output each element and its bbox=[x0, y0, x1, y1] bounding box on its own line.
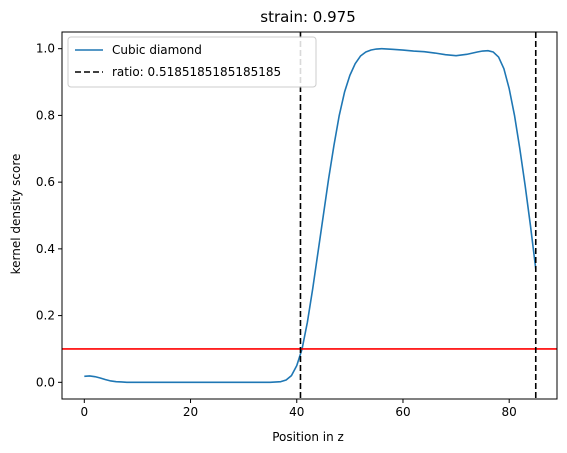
x-axis-label: Position in z bbox=[272, 430, 344, 444]
data-layer bbox=[62, 32, 557, 399]
legend-box bbox=[67, 36, 317, 88]
y-tick-label: 0.0 bbox=[36, 375, 55, 389]
x-tick-label: 0 bbox=[80, 405, 88, 419]
legend-label-1: ratio: 0.5185185185185185 bbox=[112, 65, 281, 79]
y-tick-label: 0.2 bbox=[36, 309, 55, 323]
chart-title: strain: 0.975 bbox=[260, 8, 356, 26]
x-tick-label: 60 bbox=[395, 405, 410, 419]
legend-label-0: Cubic diamond bbox=[112, 43, 202, 57]
x-tick-label: 20 bbox=[183, 405, 198, 419]
y-axis-label: kernel density score bbox=[9, 154, 23, 275]
x-tick-label: 80 bbox=[502, 405, 517, 419]
series-line-0 bbox=[84, 47, 537, 384]
y-tick-label: 0.6 bbox=[36, 175, 55, 189]
axes-frame bbox=[61, 31, 558, 400]
x-tick-label: 40 bbox=[289, 405, 304, 419]
y-tick-label: 0.8 bbox=[36, 108, 55, 122]
plot-area: 0 20 40 60 80 0.0 0.2 0.4 0.6 0.8 1.0 bbox=[36, 31, 558, 419]
y-tick-label: 0.4 bbox=[36, 242, 55, 256]
y-tick-label: 1.0 bbox=[36, 42, 55, 56]
legend: Cubic diamond ratio: 0.5185185185185185 bbox=[67, 36, 317, 88]
